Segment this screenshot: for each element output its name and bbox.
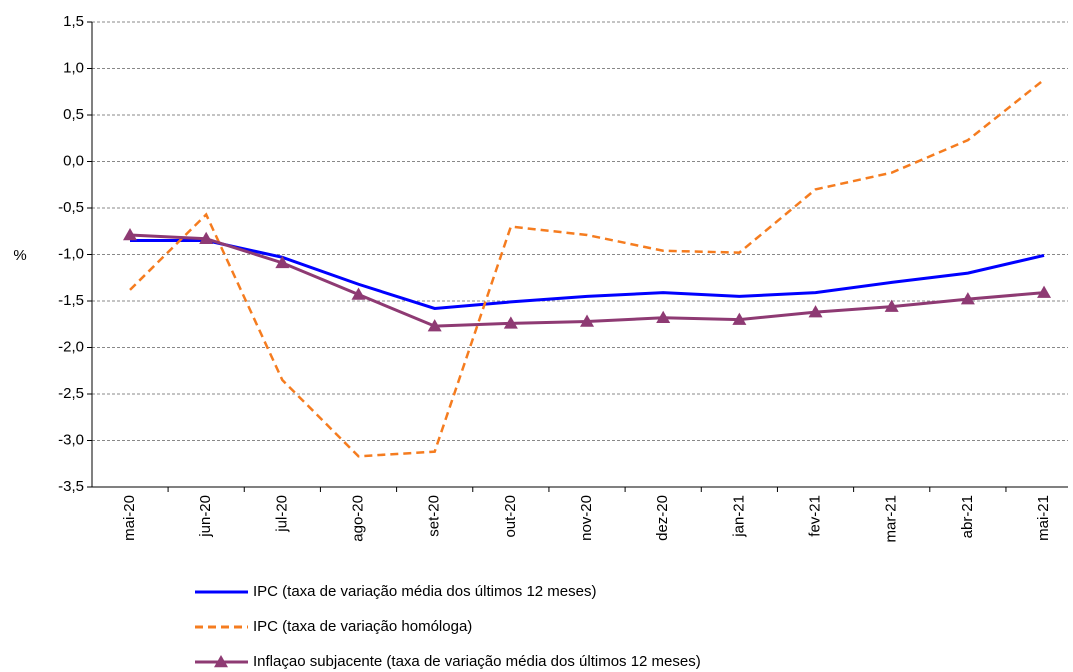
legend-label: IPC (taxa de variação homóloga) (253, 618, 472, 635)
point-marker (580, 314, 595, 327)
y-tick-label: 0,0 (63, 152, 84, 169)
legend-marker (214, 655, 228, 668)
y-tick-label: 1,5 (63, 13, 84, 30)
y-tick-label: -3,5 (58, 478, 84, 495)
point-marker (1037, 285, 1052, 298)
x-tick-label: jan-21 (730, 495, 747, 538)
x-tick-label: jun-20 (197, 495, 214, 538)
point-marker (732, 312, 747, 325)
y-tick-label: 1,0 (63, 59, 84, 76)
x-tick-label: out-20 (502, 495, 519, 538)
x-tick-label: abr-21 (959, 495, 976, 538)
x-tick-label: mai-20 (121, 495, 138, 541)
point-marker (884, 299, 899, 312)
y-tick-label: -1,0 (58, 245, 84, 262)
y-axis-label: % (13, 247, 26, 264)
y-tick-label: 0,5 (63, 106, 84, 123)
x-tick-label: dez-20 (654, 495, 671, 541)
point-marker (199, 231, 214, 244)
legend-label: IPC (taxa de variação média dos últimos … (253, 583, 596, 600)
x-tick-label: fev-21 (806, 495, 823, 537)
legend-label: Inflaçao subjacente (taxa de variação mé… (253, 653, 701, 670)
x-tick-label: set-20 (426, 495, 443, 537)
x-tick-label: jul-20 (273, 495, 290, 533)
series-line (130, 239, 1045, 310)
point-marker (123, 227, 137, 241)
x-tick-label: nov-20 (578, 495, 595, 541)
point-marker (351, 287, 366, 300)
point-marker (275, 255, 290, 269)
series-line (129, 78, 1045, 458)
point-marker (960, 292, 975, 305)
point-marker (808, 305, 823, 318)
y-tick-label: -2,5 (58, 385, 84, 402)
point-marker (427, 319, 442, 332)
y-tick-label: -3,0 (58, 431, 84, 448)
x-tick-label: mai-21 (1035, 495, 1052, 541)
x-tick-label: ago-20 (349, 495, 366, 542)
point-marker (656, 310, 671, 323)
y-tick-label: -1,5 (58, 292, 84, 309)
point-marker (503, 316, 518, 329)
y-tick-label: -0,5 (58, 199, 84, 216)
x-tick-label: mar-21 (883, 495, 900, 543)
y-tick-label: -2,0 (58, 338, 84, 355)
